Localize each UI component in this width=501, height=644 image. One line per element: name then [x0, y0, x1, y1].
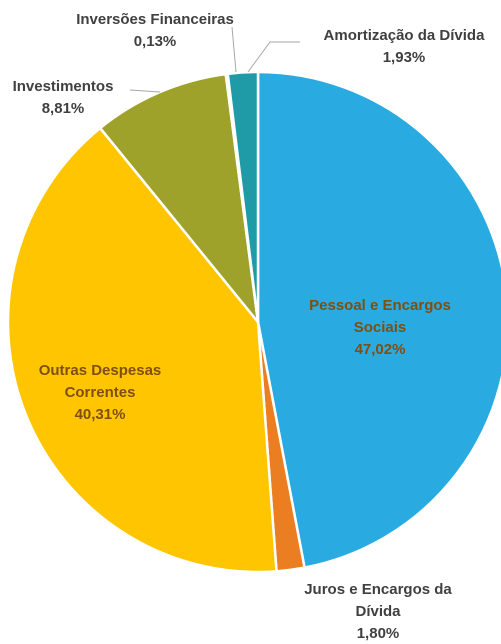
slice-label-juros-e-encargos-da-divida: Juros e Encargos da Dívida 1,80% [304, 581, 452, 642]
slice-label-amortizacao-da-divida: Amortização da Dívida 1,93% [324, 27, 486, 66]
slice-labels: Pessoal e Encargos Sociais 47,02% Juros e E… [13, 11, 486, 642]
pie-slice-amortizacao-da-divida [226, 70, 260, 324]
leader-line-investimentos [129, 89, 161, 93]
slice-label-pessoal-e-encargos-sociais: Pessoal e Encargos Sociais 47,02% [309, 297, 451, 358]
slice-label-investimentos: Investimentos 8,81% [13, 78, 114, 117]
pie-slices [6, 70, 501, 574]
leader-lines [129, 26, 300, 93]
pie-slice-outras-despesas-correntes [6, 126, 278, 574]
slice-label-outras-despesas-correntes: Outras Despesas Correntes 40,31% [39, 362, 162, 423]
slice-label-inversoes-financeiras: Inversões Financeiras 0,13% [76, 11, 234, 50]
leader-line-inversoes-financeiras [231, 26, 237, 73]
leader-line-amortizacao-da-divida [247, 41, 300, 73]
pie-slice-pessoal-e-encargos-sociais [256, 70, 501, 569]
